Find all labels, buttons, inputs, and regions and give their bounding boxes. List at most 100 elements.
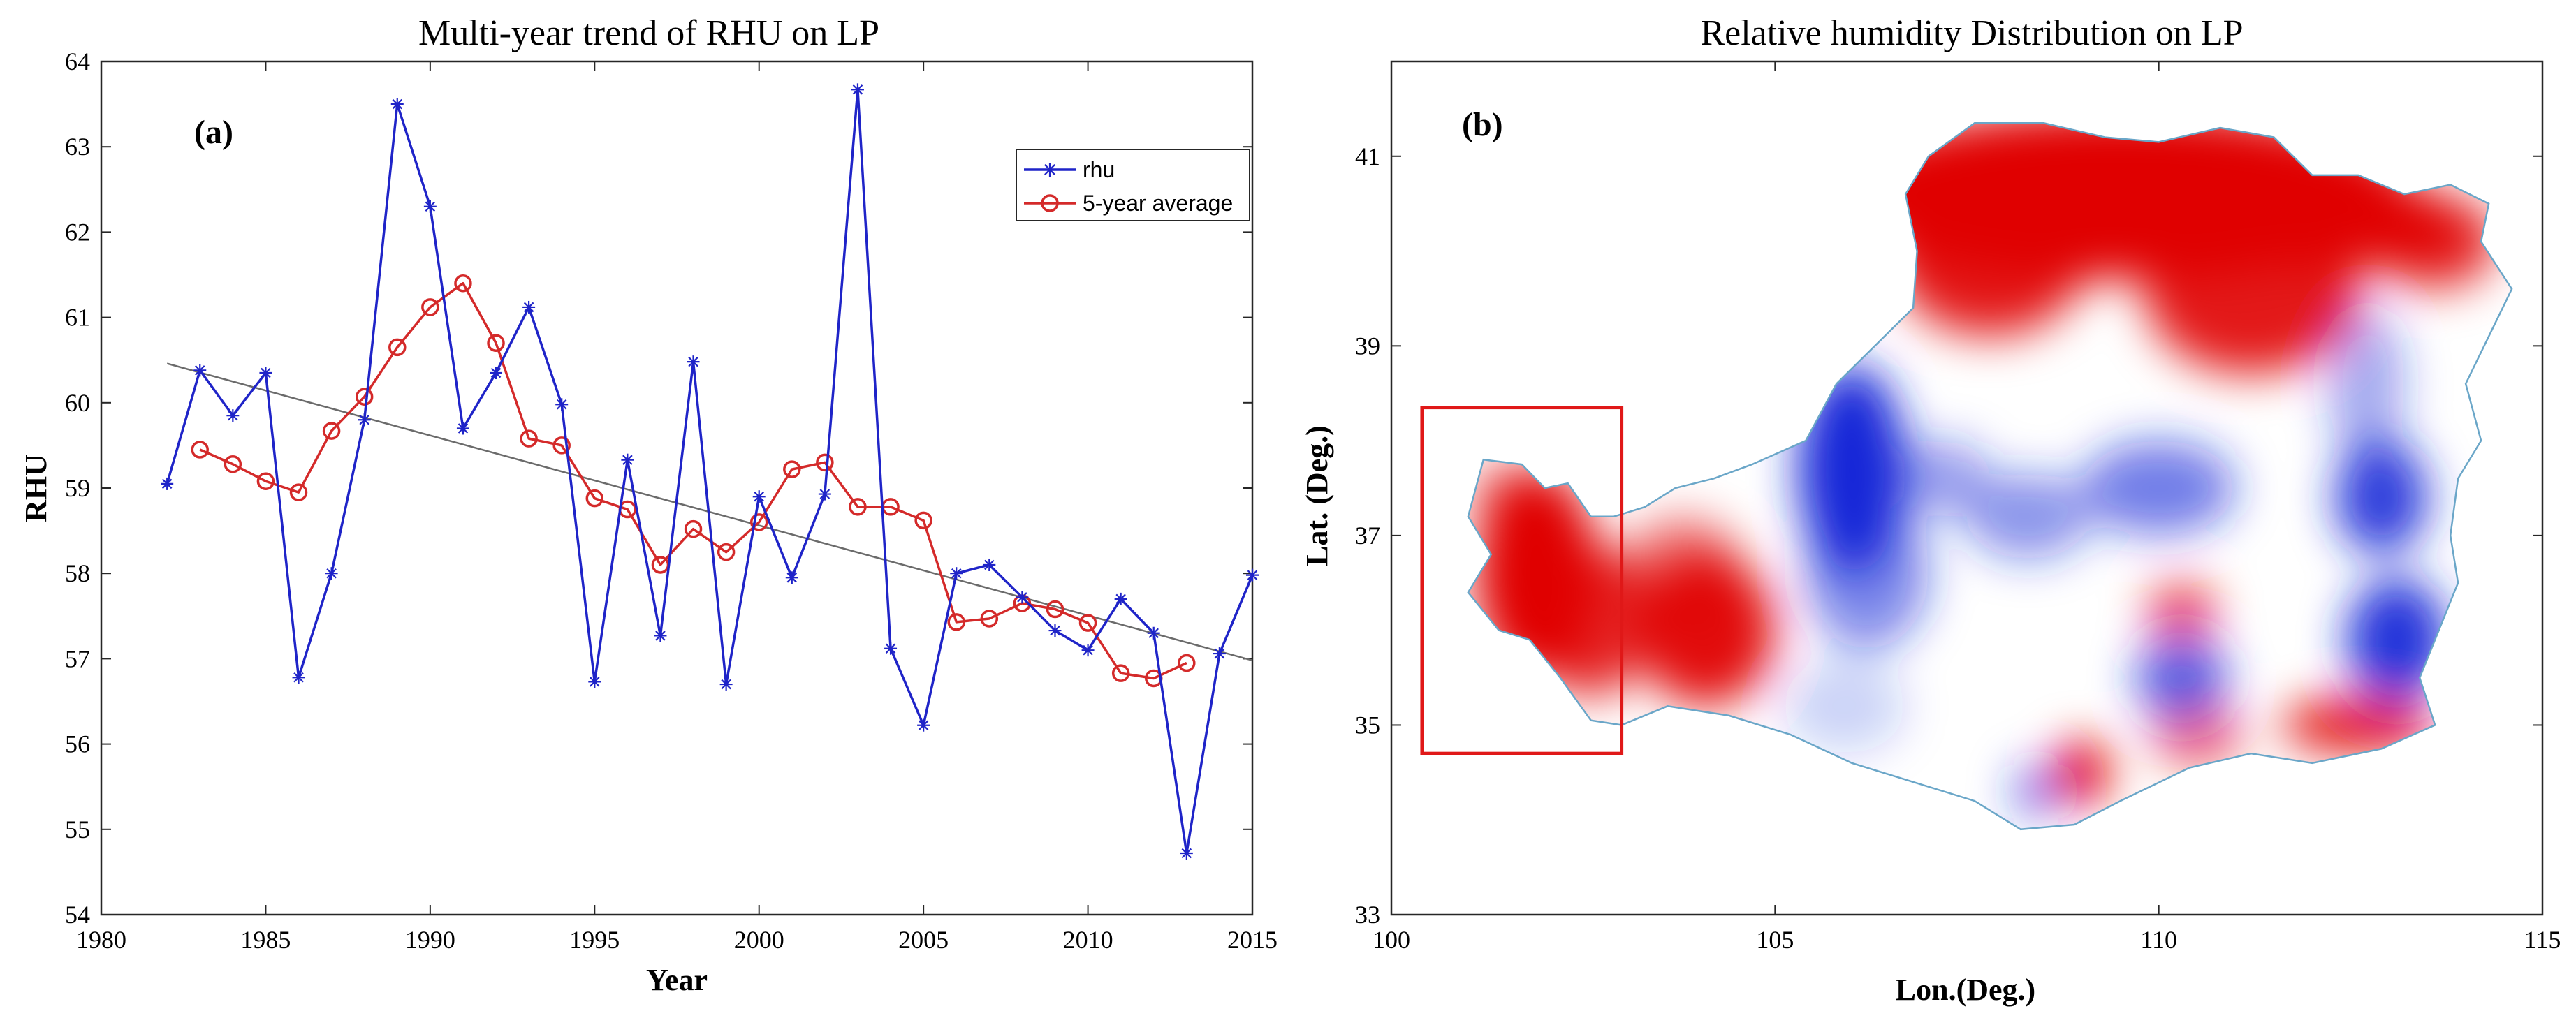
rhu-point [1213,647,1226,661]
high-humidity-blob [1621,516,1745,631]
panel-a-series [161,83,1259,860]
rhu-point [193,364,207,377]
marker-stroke [655,631,666,641]
low-humidity-blob [1967,473,2090,559]
rhu-point [851,83,864,96]
avg-point [849,498,867,516]
high-humidity-blob [2251,175,2359,251]
legend-rhu-asterisk [1043,163,1057,177]
rhu-point [423,200,437,213]
rhu-point [950,567,963,580]
rhu-point [1180,847,1193,860]
rhu-point [555,398,569,411]
panel-b-label: (b) [1462,106,1503,143]
x-tick-label: 115 [2524,926,2561,954]
panel-b-axes-frame [1390,60,2544,916]
avg-point [191,441,210,459]
rhu-point [621,453,634,466]
panel-b-ylabel: Lat. (Deg.) [1300,425,1334,566]
rhu-point [917,718,930,732]
rhu-point [358,413,371,427]
y-tick-label: 39 [1355,332,1380,360]
avg-point [749,513,768,531]
marker-stroke [1214,648,1225,659]
highlight-box [1420,406,1624,755]
y-tick-label: 56 [65,730,90,758]
low-humidity-blob [2346,577,2447,702]
low-humidity-blob [2081,441,2236,536]
rhu-point [226,409,240,422]
rhu-point [1147,626,1160,640]
avg-point [1078,614,1097,632]
series-5yr-average-line [199,281,1187,680]
x-tick-label: 2010 [1063,926,1113,954]
avg-point [322,422,341,440]
low-humidity-blob [1783,658,1906,754]
avg-point [717,543,736,561]
marker-stroke [1247,570,1258,580]
x-tick-label: 1980 [76,926,126,954]
legend-rhu-label: rhu [1083,157,1115,182]
rhu-point [1114,592,1127,605]
x-tick-label: 1995 [569,926,620,954]
panel-a-title: Multi-year trend of RHU on LP [418,13,879,53]
rhu-point [259,367,272,380]
marker-stroke [326,568,337,579]
marker-stroke [754,491,764,502]
panel-b-heatmap: Relative humidity Distribution on LP 100… [1300,13,2561,1007]
marker-stroke [951,568,962,579]
humidity-map [1467,122,2513,831]
rhu-point [1246,568,1259,582]
marker-stroke [228,410,238,421]
rhu-point [654,629,667,642]
panel-a-xlabel: Year [646,963,708,997]
legend-rhu-marker [1043,163,1057,177]
marker-stroke [1017,592,1027,603]
avg-point [487,334,505,353]
marker-stroke [1115,593,1126,605]
marker-stroke [1050,625,1060,636]
marker-stroke [194,365,205,376]
panel-a-label: (a) [194,114,233,151]
panel-a-legend[interactable]: rhu 5-year average [1016,149,1250,221]
marker-stroke [852,84,863,95]
avg-point [289,483,308,501]
marker-stroke [622,455,633,465]
y-tick-label: 64 [65,47,90,75]
marker-stroke [786,573,798,583]
low-humidity-blob [2335,441,2428,555]
rhu-point [719,678,733,691]
rhu-point [983,558,996,571]
y-tick-label: 63 [65,133,90,161]
avg-point [388,338,407,357]
y-tick-label: 41 [1355,142,1380,170]
marker-stroke [688,356,698,367]
marker-stroke [392,98,403,110]
y-tick-label: 35 [1355,711,1380,739]
panel-b-title: Relative humidity Distribution on LP [1700,13,2243,53]
x-tick-label: 1985 [240,926,291,954]
panel-a-ylabel: RHU [19,454,53,522]
y-tick-label: 58 [65,559,90,587]
high-humidity-blob [2373,194,2497,289]
x-tick-label: 100 [1373,926,1410,954]
y-tick-label: 33 [1355,901,1380,929]
rhu-point [325,567,338,580]
legend-avg-label: 5-year average [1083,191,1233,216]
y-tick-label: 60 [65,389,90,417]
low-humidity-blob [2327,308,2405,460]
rhu-point [687,355,700,369]
high-humidity-blob [1468,459,1545,536]
x-tick-label: 2000 [734,926,784,954]
marker-stroke [458,423,469,434]
marker-stroke [293,672,304,683]
avg-point [1111,664,1130,682]
legend-avg-marker [1041,194,1059,212]
high-humidity-blob [2055,739,2109,806]
avg-point [552,436,571,455]
marker-stroke [359,414,369,425]
avg-point [947,613,965,631]
x-tick-label: 110 [2140,926,2177,954]
avg-point [1046,600,1064,619]
marker-stroke [523,302,534,313]
